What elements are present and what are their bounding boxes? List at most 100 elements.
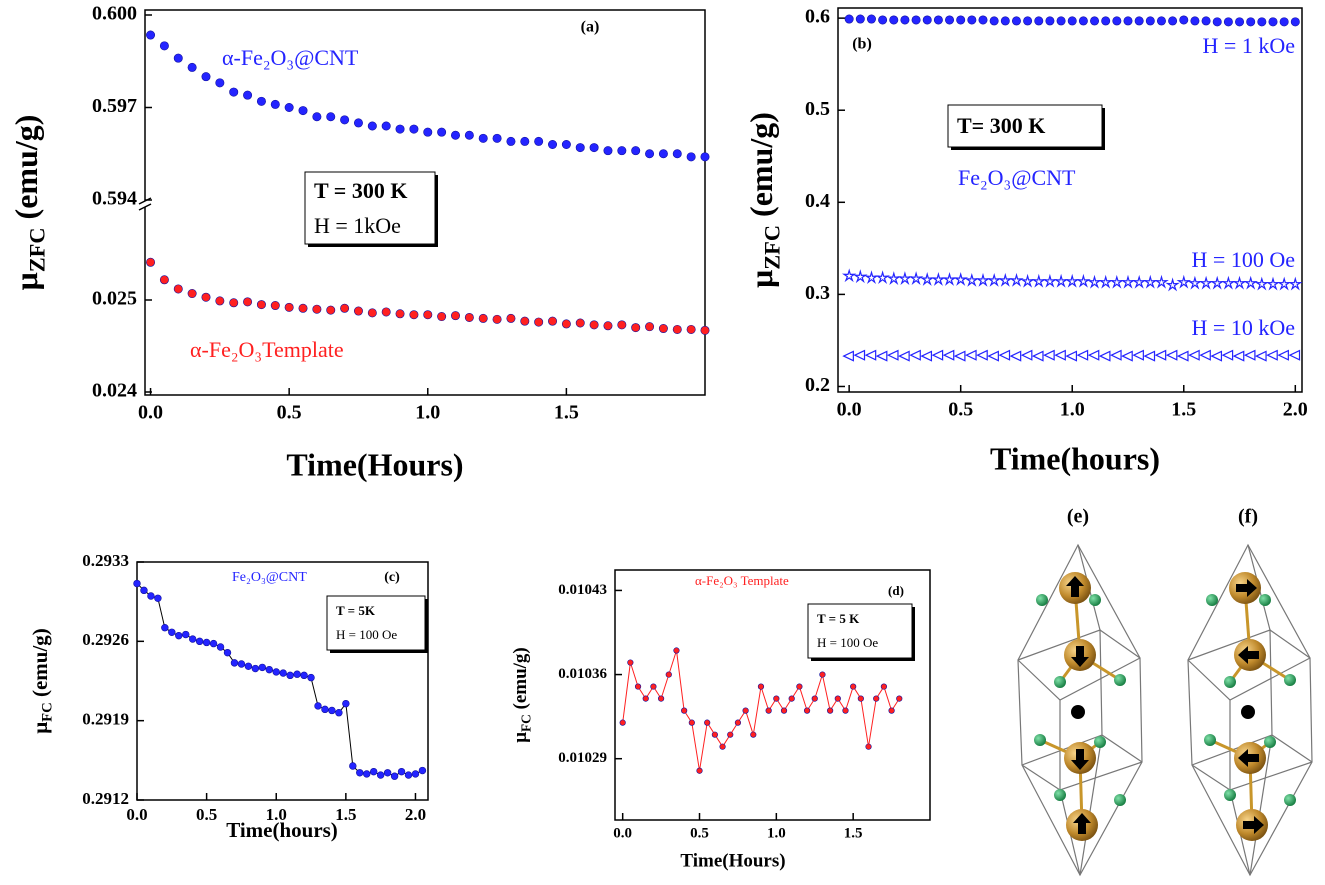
y-tick-label: 0.2919 [82, 710, 129, 729]
data-point [631, 323, 641, 333]
data-point [1165, 349, 1178, 361]
data-point [1243, 275, 1259, 290]
data-point [886, 271, 902, 286]
data-point [931, 349, 944, 361]
data-point [1254, 276, 1270, 291]
data-point [1020, 273, 1035, 288]
series-label: α-Fe₂O₃ Template [695, 573, 789, 588]
y-axis-title: μFC (emu/g) [28, 628, 56, 734]
data-point [1221, 275, 1236, 290]
data-point [1199, 349, 1211, 361]
data-point [182, 630, 190, 639]
data-point [215, 296, 225, 306]
data-point [548, 140, 558, 150]
data-point [506, 313, 516, 323]
data-point [175, 631, 183, 640]
data-point [1143, 350, 1156, 362]
data-point [464, 312, 474, 322]
data-point [686, 152, 696, 162]
data-point [423, 127, 433, 137]
y-tick-label: 0.600 [92, 3, 137, 25]
x-axis-title: Time(hours) [990, 440, 1160, 476]
data-point [312, 304, 322, 314]
data-point [803, 707, 811, 714]
data-point [418, 766, 427, 775]
y-title-subscript: FC [40, 702, 56, 722]
data-point [363, 770, 371, 778]
data-point [886, 349, 899, 361]
data-point [911, 15, 921, 25]
data-point [1290, 17, 1300, 27]
data-point [866, 14, 876, 24]
data-point [857, 695, 864, 702]
data-point [243, 297, 253, 307]
data-point [773, 695, 780, 702]
data-point [788, 695, 795, 702]
data-point [229, 87, 239, 97]
data-point [437, 312, 447, 322]
data-point [953, 350, 966, 362]
data-point [1187, 275, 1203, 290]
data-point [1223, 17, 1233, 27]
annotation-text: H = 100 Oe [336, 627, 397, 642]
data-point [1043, 349, 1055, 361]
panel-label: (a) [581, 19, 600, 36]
data-point [681, 707, 688, 714]
data-point [873, 695, 880, 702]
data-point [1266, 349, 1278, 361]
data-point [1109, 274, 1125, 289]
data-point [1276, 276, 1292, 291]
data-point [534, 317, 544, 327]
data-point [284, 103, 294, 113]
data-point [1067, 16, 1077, 26]
plot-frame [136, 561, 429, 801]
data-point [1134, 16, 1144, 26]
y-title-symbol: μ [743, 270, 779, 288]
data-point [998, 349, 1011, 361]
plot-frame [614, 569, 931, 821]
data-point [223, 648, 232, 657]
data-point [256, 300, 266, 310]
data-point [956, 15, 966, 25]
annotation-text: H = 100 Oe [817, 635, 878, 650]
data-point [1031, 273, 1047, 288]
data-point [1176, 350, 1189, 362]
data-point [780, 707, 788, 714]
data-point [244, 662, 253, 670]
o-atoms [1034, 594, 1126, 806]
data-point [256, 96, 266, 106]
data-point [987, 350, 999, 362]
data-point [855, 14, 865, 24]
x-tick-label: 0.5 [690, 826, 709, 842]
data-point [1179, 15, 1189, 25]
y-tick-label: 0.01036 [558, 666, 607, 682]
series-label: H = 1 kOe [1203, 33, 1295, 58]
data-point [688, 719, 695, 726]
data-point [270, 99, 280, 109]
data-point [827, 707, 834, 714]
data-point [307, 673, 315, 682]
x-tick-label: 1.0 [767, 826, 786, 842]
data-point [986, 272, 1002, 287]
data-point [133, 579, 141, 588]
data-point [404, 771, 413, 779]
data-point [727, 731, 734, 738]
data-point [423, 310, 433, 320]
data-point [478, 313, 488, 323]
y-tick-label: 0.2933 [82, 551, 129, 570]
data-point [202, 638, 211, 647]
data-point [437, 127, 447, 137]
data-point [298, 303, 308, 313]
data-point [1254, 350, 1267, 362]
data-point [173, 53, 183, 63]
data-point [889, 15, 899, 25]
y-axis-title: μZFC (emu/g) [743, 112, 784, 288]
y-tick-label: 0.594 [92, 188, 137, 210]
data-point [603, 146, 613, 156]
data-point [561, 319, 571, 329]
data-point [1142, 274, 1158, 289]
data-point [1020, 349, 1033, 361]
data-point [1045, 16, 1055, 26]
data-point [734, 719, 742, 726]
data-point [619, 719, 626, 726]
